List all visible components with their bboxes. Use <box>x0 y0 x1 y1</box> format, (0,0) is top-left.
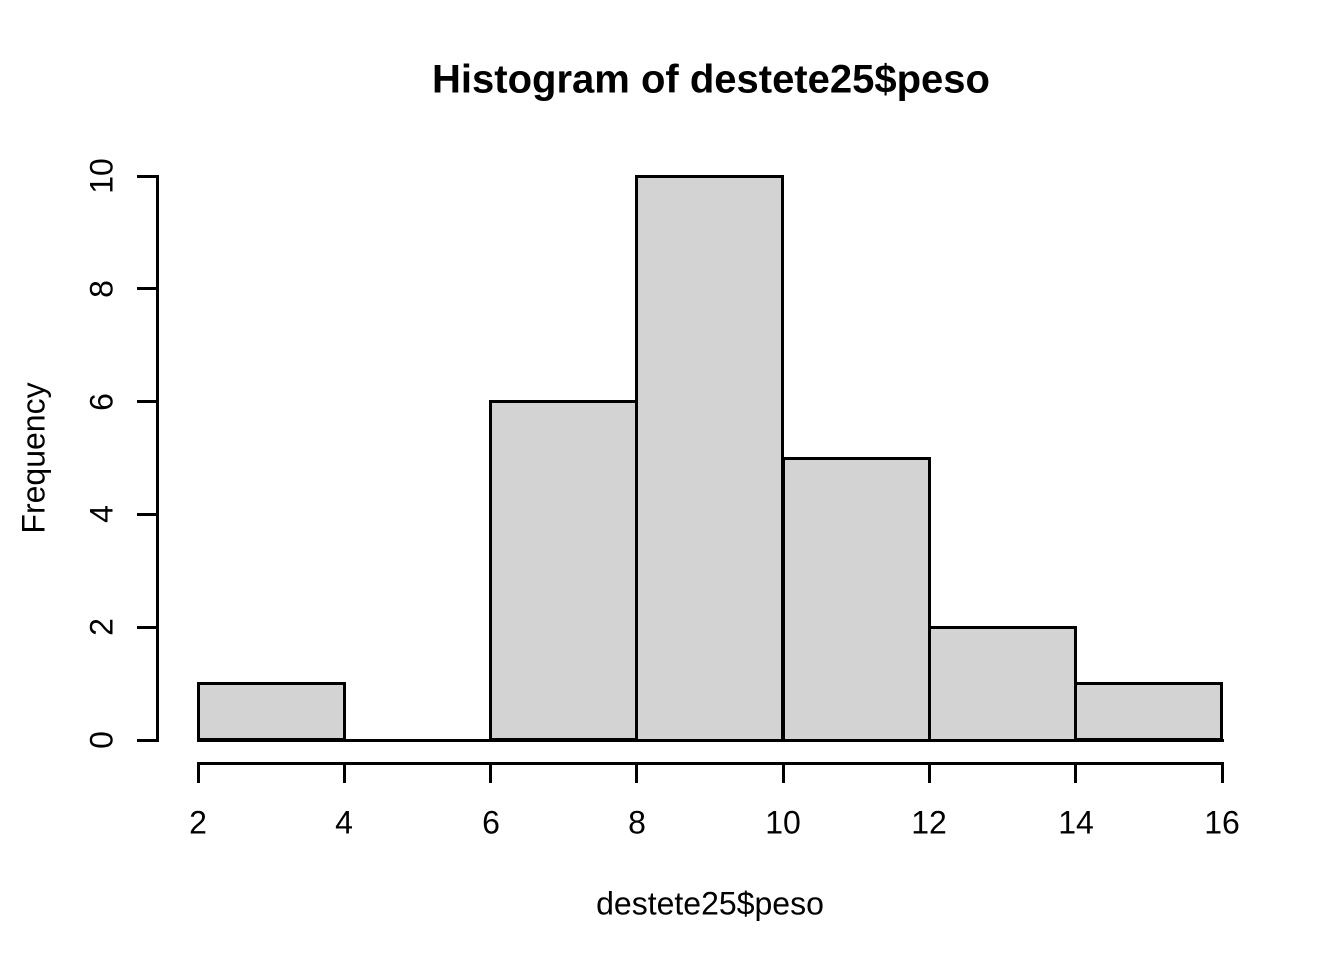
x-tick <box>928 763 931 783</box>
histogram-bar <box>928 626 1077 742</box>
y-tick-label: 8 <box>83 280 120 298</box>
y-tick-label: 0 <box>83 731 120 749</box>
histogram-bar <box>197 682 346 741</box>
x-axis-label: destete25$peso <box>596 885 824 922</box>
y-tick <box>137 287 157 290</box>
x-tick <box>635 763 638 783</box>
y-tick <box>137 175 157 178</box>
y-tick-label: 4 <box>83 505 120 523</box>
x-tick-label: 8 <box>628 804 646 841</box>
x-tick-label: 12 <box>911 804 947 841</box>
x-tick <box>197 763 200 783</box>
y-tick <box>137 400 157 403</box>
x-tick <box>489 763 492 783</box>
y-tick-label: 6 <box>83 393 120 411</box>
y-tick <box>137 739 157 742</box>
y-tick <box>137 513 157 516</box>
x-tick <box>782 763 785 783</box>
x-tick <box>1221 763 1224 783</box>
y-tick <box>137 626 157 629</box>
y-tick-label: 10 <box>83 158 120 194</box>
histogram-bar <box>635 175 784 742</box>
x-tick-label: 2 <box>189 804 207 841</box>
x-tick-label: 4 <box>335 804 353 841</box>
y-tick-label: 2 <box>83 618 120 636</box>
chart-title: Histogram of destete25$peso <box>432 57 990 102</box>
x-tick-label: 10 <box>765 804 801 841</box>
x-tick-label: 14 <box>1058 804 1094 841</box>
x-tick-label: 6 <box>482 804 500 841</box>
x-axis <box>197 762 1224 765</box>
y-axis <box>156 175 159 742</box>
histogram-bar <box>1074 682 1223 741</box>
histogram-bar <box>489 400 638 741</box>
x-tick <box>1074 763 1077 783</box>
histogram-bar <box>782 457 931 742</box>
x-tick <box>343 763 346 783</box>
x-tick-label: 16 <box>1204 804 1240 841</box>
